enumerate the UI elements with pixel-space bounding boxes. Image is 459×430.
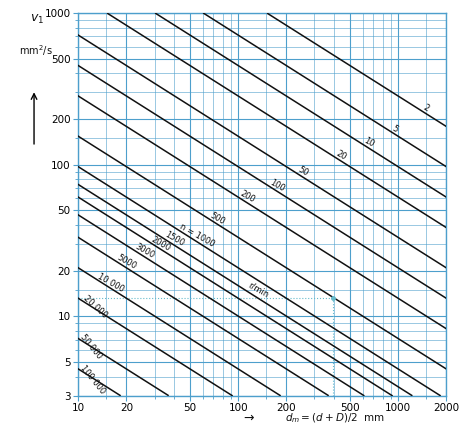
Text: 50: 50 <box>295 165 309 178</box>
Text: 10: 10 <box>362 136 375 149</box>
Text: 50 000: 50 000 <box>78 333 103 361</box>
Text: 1500: 1500 <box>163 230 185 249</box>
Text: 3000: 3000 <box>133 242 156 260</box>
Text: $v_1$: $v_1$ <box>30 13 45 26</box>
Text: mm$^2$/s: mm$^2$/s <box>19 43 53 58</box>
Text: →: → <box>243 412 253 425</box>
Text: n = 1000: n = 1000 <box>178 222 215 249</box>
Text: 100: 100 <box>268 178 286 194</box>
Text: 500: 500 <box>208 211 226 226</box>
Text: 20 000: 20 000 <box>81 294 109 320</box>
Text: 100 000: 100 000 <box>78 363 106 396</box>
Text: r/min: r/min <box>246 281 269 300</box>
Text: 2: 2 <box>420 103 430 114</box>
Text: 2000: 2000 <box>149 234 172 253</box>
Text: 5000: 5000 <box>115 253 137 271</box>
Text: $d_m = (d + D)/2$  mm: $d_m = (d + D)/2$ mm <box>285 411 384 425</box>
Text: 10 000: 10 000 <box>96 271 126 294</box>
Text: 200: 200 <box>238 189 256 205</box>
Text: 20: 20 <box>334 149 347 162</box>
Text: 5: 5 <box>390 124 399 134</box>
